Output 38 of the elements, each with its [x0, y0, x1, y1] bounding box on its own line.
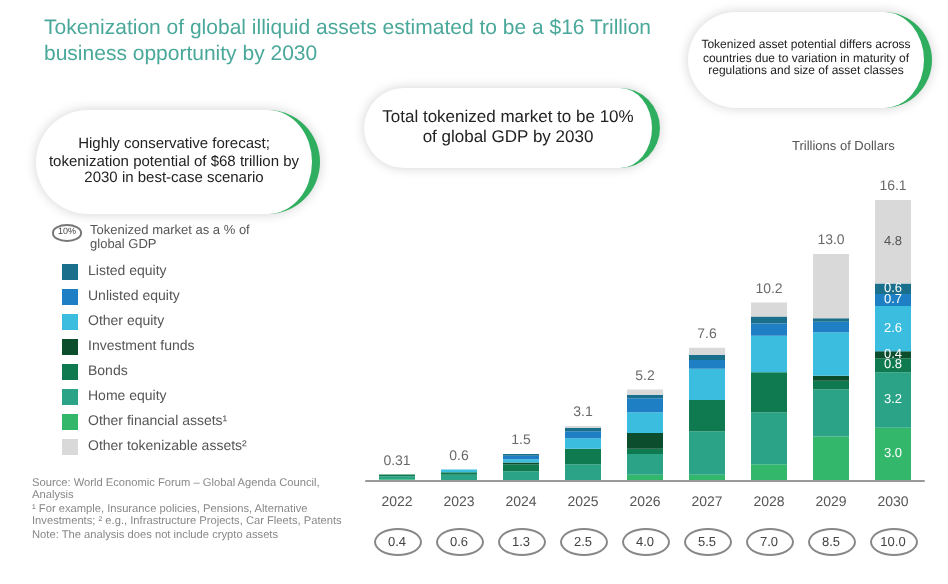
bar	[627, 412, 663, 434]
bar	[627, 474, 663, 480]
bar	[441, 474, 477, 480]
bar	[689, 368, 725, 400]
bar	[689, 347, 725, 355]
bar	[689, 400, 725, 432]
bar	[689, 431, 725, 475]
bar	[565, 464, 601, 480]
bar	[875, 200, 911, 284]
bar	[813, 332, 849, 376]
bar	[813, 253, 849, 319]
bar	[813, 321, 849, 333]
bar	[627, 448, 663, 454]
bar	[751, 323, 787, 336]
bar	[813, 375, 849, 381]
bar	[503, 464, 539, 472]
bar	[627, 398, 663, 413]
bar	[813, 380, 849, 390]
bar	[627, 389, 663, 395]
bar	[565, 431, 601, 439]
bar	[689, 354, 725, 360]
bar	[751, 302, 787, 317]
bar	[503, 471, 539, 480]
bar	[751, 464, 787, 480]
bar	[875, 306, 911, 352]
bar	[689, 474, 725, 480]
bar	[689, 360, 725, 369]
bar	[751, 335, 787, 373]
bar	[875, 427, 911, 480]
bar	[813, 389, 849, 437]
bar	[627, 433, 663, 449]
bar	[875, 372, 911, 428]
bar	[565, 438, 601, 449]
bar	[751, 412, 787, 465]
bar	[813, 436, 849, 480]
bar	[627, 453, 663, 475]
bar	[751, 372, 787, 413]
bar	[565, 448, 601, 465]
